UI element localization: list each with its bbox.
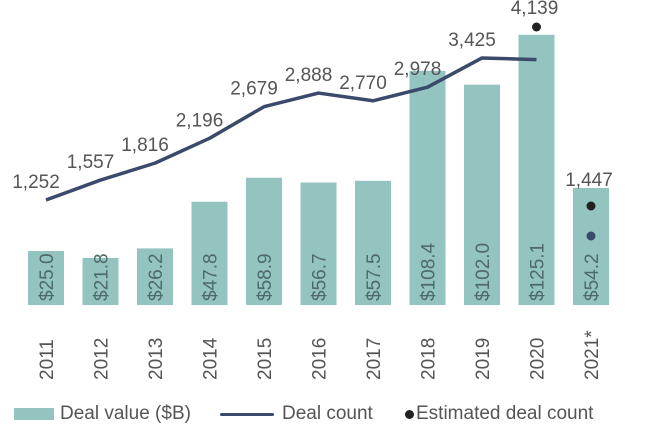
bar-label: $58.9 bbox=[255, 253, 276, 301]
deal-count-label: 2,978 bbox=[394, 59, 442, 80]
deal-count-label: 3,425 bbox=[448, 30, 496, 51]
deal-count-label: 1,252 bbox=[12, 172, 60, 193]
estimated-deal-count-label: 1,447 bbox=[565, 170, 613, 191]
legend-deal-value-label: Deal value ($B) bbox=[60, 403, 191, 424]
deal-count-label: 2,888 bbox=[285, 65, 333, 86]
deal-count-label: 2,679 bbox=[230, 79, 278, 100]
bar-2012 bbox=[82, 257, 119, 305]
x-tick-label: 2018 bbox=[419, 338, 440, 380]
x-tick-label: 2020 bbox=[528, 338, 549, 380]
bar-2017 bbox=[355, 180, 391, 305]
deal-count-label: 1,557 bbox=[67, 152, 115, 173]
x-tick-label: 2021* bbox=[582, 330, 603, 380]
legend-deal-count: Deal count bbox=[220, 400, 373, 428]
bar-2014 bbox=[191, 201, 228, 305]
bar-label: $108.4 bbox=[419, 242, 440, 301]
bar-label: $47.8 bbox=[201, 253, 222, 301]
deal-count-label: 2,770 bbox=[339, 73, 387, 94]
legend: Deal value ($B) Deal count Estimated dea… bbox=[0, 400, 655, 428]
legend-estimated-label: Estimated deal count bbox=[416, 403, 594, 424]
deal-count-line bbox=[45, 56, 537, 202]
legend-deal-count-label: Deal count bbox=[282, 403, 373, 424]
legend-deal-value: Deal value ($B) bbox=[14, 400, 191, 428]
x-tick-label: 2017 bbox=[364, 338, 385, 380]
bar-2016 bbox=[300, 182, 337, 305]
x-tick-label: 2016 bbox=[310, 338, 331, 380]
x-tick-label: 2014 bbox=[201, 337, 222, 380]
x-tick-label: 2019 bbox=[473, 338, 494, 380]
bar-2018 bbox=[409, 70, 446, 305]
chart: $25.0 2011 $21.8 2012 $26.2 2013 $47.8 2014 $58.… bbox=[12, 0, 613, 380]
estimated-deal-count-label: 4,139 bbox=[511, 0, 559, 19]
legend-bar-swatch bbox=[14, 408, 54, 420]
deal-count-label: 1,816 bbox=[121, 135, 169, 156]
bar-label: $26.2 bbox=[146, 253, 167, 301]
deal-count-2021-dot bbox=[586, 231, 596, 241]
bar-label: $125.1 bbox=[528, 243, 549, 301]
bar-2015 bbox=[246, 177, 282, 305]
x-tick-label: 2012 bbox=[92, 338, 113, 380]
bar-2020 bbox=[518, 34, 555, 306]
bar-label: $54.2 bbox=[582, 253, 603, 301]
bar-label: $102.0 bbox=[473, 243, 494, 301]
legend-dot-swatch bbox=[405, 409, 414, 419]
bar-label: $21.8 bbox=[92, 253, 113, 301]
legend-line-swatch bbox=[220, 412, 274, 416]
bar-2019 bbox=[464, 84, 500, 306]
bar-label: $25.0 bbox=[37, 253, 58, 301]
x-tick-label: 2013 bbox=[146, 338, 167, 380]
estimated-deal-count-dot bbox=[586, 201, 596, 211]
deal-count-label: 2,196 bbox=[176, 110, 224, 131]
bar-2013 bbox=[137, 248, 173, 305]
bar-label: $57.5 bbox=[364, 253, 385, 301]
x-tick-label: 2011 bbox=[37, 339, 58, 380]
legend-estimated: Estimated deal count bbox=[405, 400, 593, 428]
bar-2011 bbox=[28, 251, 64, 305]
x-tick-label: 2015 bbox=[255, 338, 276, 380]
estimated-deal-count-dot bbox=[532, 22, 541, 32]
bar-label: $56.7 bbox=[310, 253, 331, 301]
